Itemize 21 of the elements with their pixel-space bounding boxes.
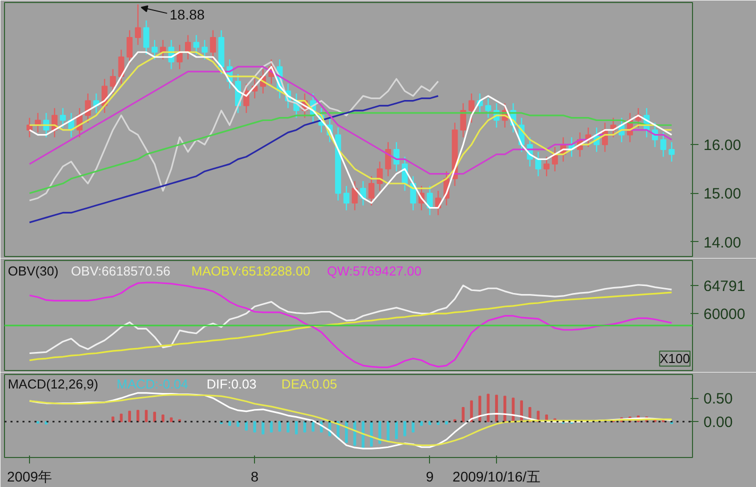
text: MAOBV:6518288.00 — [191, 264, 310, 278]
y-tick-label: 60000 — [704, 306, 746, 324]
y-tick-label: 14.00 — [704, 234, 742, 252]
y-tick-label: 64791 — [704, 278, 746, 296]
chart-title: OBV(30) — [8, 264, 58, 278]
y-tick-label: 16.00 — [704, 137, 742, 154]
y-tick-label: 15.00 — [704, 186, 742, 203]
x-tick-label: 9 — [426, 468, 434, 484]
text: QW:5769427.00 — [327, 264, 422, 278]
x-tick-label: 8 — [250, 468, 259, 484]
text: OBV:6618570.56 — [71, 264, 170, 278]
x-tick-label: 2009年 — [6, 468, 52, 484]
series-label: MACD:-0.04 — [116, 376, 188, 392]
annotation: X100 — [660, 351, 690, 366]
y-tick-label: 0.00 — [704, 414, 733, 432]
x-tick-label: 2009/10/16/五 — [452, 468, 541, 484]
series-label: DEA:0.05 — [281, 376, 338, 392]
chart-title: MACD(12,26,9) — [8, 376, 98, 392]
annotation: 18.88 — [170, 6, 205, 22]
series-label: DIF:0.03 — [206, 376, 256, 392]
y-tick-label: 0.50 — [704, 390, 733, 408]
